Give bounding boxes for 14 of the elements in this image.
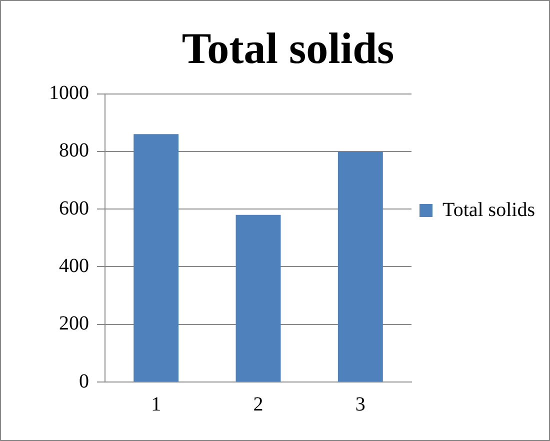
bar <box>134 134 179 382</box>
y-tick-label: 1000 <box>49 82 89 104</box>
y-tick-label: 400 <box>59 254 89 277</box>
y-tick-label: 600 <box>59 197 89 220</box>
chart-title: Total solids <box>182 24 394 73</box>
x-tick-label: 3 <box>355 393 366 416</box>
y-tick-label: 0 <box>79 370 89 392</box>
x-tick-label: 2 <box>253 393 264 416</box>
bar <box>338 151 383 382</box>
legend-label: Total solids <box>442 198 536 221</box>
bar <box>236 214 281 382</box>
x-tick-label: 1 <box>151 393 162 416</box>
y-tick-label: 200 <box>59 312 89 335</box>
y-tick-label: 800 <box>59 140 89 162</box>
